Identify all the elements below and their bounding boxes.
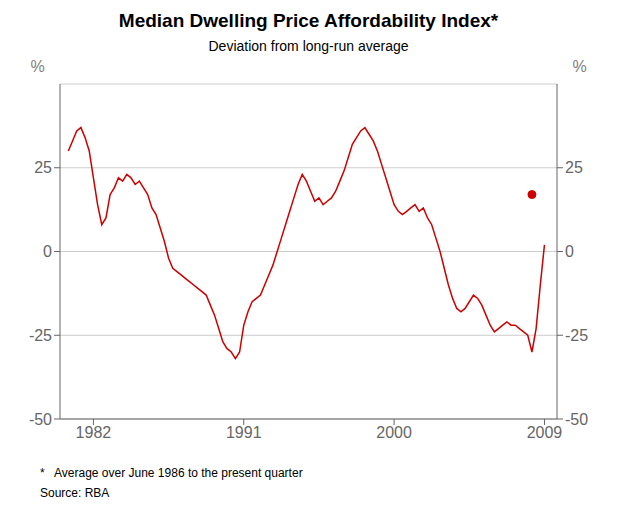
svg-text:-25: -25 bbox=[29, 327, 52, 344]
html-text:Source: RBA: Source: RBA bbox=[40, 486, 110, 500]
svg-text:25: 25 bbox=[34, 159, 52, 176]
svg-text:%: % bbox=[30, 58, 44, 75]
svg-text:-50: -50 bbox=[565, 411, 588, 428]
svg-text:2009: 2009 bbox=[527, 424, 563, 441]
svg-text:-50: -50 bbox=[29, 411, 52, 428]
svg-text:0: 0 bbox=[565, 243, 574, 260]
svg-text:%: % bbox=[572, 58, 586, 75]
svg-text:25: 25 bbox=[565, 159, 583, 176]
html-text:Deviation from long-run averag: Deviation from long-run average bbox=[208, 38, 409, 54]
svg-text:1991: 1991 bbox=[226, 424, 262, 441]
svg-text:-25: -25 bbox=[565, 327, 588, 344]
svg-text:1982: 1982 bbox=[76, 424, 112, 441]
svg-text:0: 0 bbox=[43, 243, 52, 260]
html-text:Median Dwelling Price Affordab: Median Dwelling Price Affordability Inde… bbox=[118, 10, 499, 31]
html-text:* Average over June 1986 to th: * Average over June 1986 to the present … bbox=[40, 466, 303, 480]
svg-text:2000: 2000 bbox=[376, 424, 412, 441]
